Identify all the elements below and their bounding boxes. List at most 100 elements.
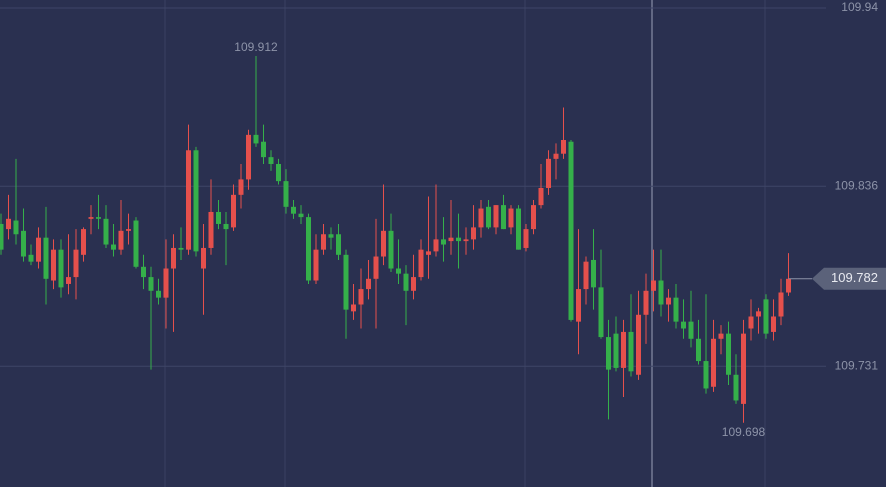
- candle-body: [688, 321, 694, 339]
- candle-body: [51, 249, 56, 281]
- candle-body: [591, 259, 596, 288]
- candle-body: [381, 230, 386, 257]
- candle-body: [726, 333, 731, 375]
- candle-body: [561, 139, 566, 154]
- max-label: 109.912: [234, 40, 278, 54]
- candle-body: [283, 181, 289, 207]
- candle-body: [643, 290, 649, 315]
- candle-body: [268, 157, 274, 164]
- candle-body: [621, 331, 626, 368]
- candle-body: [291, 206, 296, 214]
- candle-body: [583, 261, 589, 290]
- candle-body: [538, 187, 544, 206]
- candle-body: [351, 304, 356, 312]
- candle-body: [718, 333, 724, 339]
- candle-body: [328, 234, 334, 238]
- candle-body: [313, 249, 319, 281]
- candle-body: [763, 299, 769, 334]
- candle-body: [103, 218, 109, 245]
- candle-body: [711, 338, 716, 387]
- candle-body: [36, 237, 41, 262]
- candle-body: [418, 249, 424, 278]
- candle-body: [276, 163, 281, 182]
- price-tag: [812, 267, 886, 290]
- candle-body: [388, 230, 394, 269]
- candle-body: [298, 213, 304, 218]
- candle-body: [673, 297, 679, 322]
- candle-body: [336, 234, 341, 255]
- candle-body: [66, 277, 71, 284]
- candle-body: [658, 280, 664, 305]
- candle-body: [193, 150, 199, 252]
- candle-body: [208, 211, 214, 248]
- candle-body: [186, 150, 191, 250]
- candle-body: [696, 338, 701, 362]
- candle-body: [261, 141, 266, 158]
- candle-body: [373, 256, 379, 279]
- candle-body: [681, 321, 686, 329]
- candle-body: [171, 247, 176, 269]
- candle-body: [343, 254, 349, 310]
- candle-body: [703, 361, 709, 389]
- candle-body: [463, 239, 469, 242]
- candle-body: [178, 247, 184, 250]
- candle-body: [568, 141, 574, 320]
- candle-body: [733, 374, 739, 401]
- candle-body: [553, 153, 559, 159]
- candle-body: [216, 211, 221, 224]
- candle-body: [403, 273, 409, 291]
- candle-body: [628, 331, 634, 372]
- candle-body: [96, 217, 101, 219]
- candle-body: [6, 218, 11, 230]
- candle-body: [81, 229, 86, 255]
- candle-body: [771, 316, 776, 332]
- candle-body: [148, 277, 154, 291]
- candle-body: [598, 287, 604, 338]
- y-tick-label: 109.94: [841, 0, 878, 14]
- candle-body: [73, 249, 79, 278]
- candle-body: [321, 234, 326, 250]
- candle-body: [411, 277, 416, 291]
- candle-body: [13, 220, 19, 235]
- min-label: 109.698: [722, 425, 766, 439]
- candle-body: [433, 239, 439, 252]
- candle-body: [786, 278, 791, 293]
- candle-body: [441, 239, 446, 245]
- candle-body: [201, 247, 206, 269]
- candle-body: [516, 208, 521, 250]
- candle-body: [366, 278, 371, 290]
- candle-body: [606, 337, 611, 370]
- candle-body: [111, 244, 116, 250]
- candle-body: [118, 230, 124, 250]
- price-tag-label: 109.782: [831, 270, 878, 285]
- candle-body: [448, 237, 454, 242]
- candle-body: [28, 254, 34, 262]
- y-tick-label: 109.836: [835, 178, 879, 192]
- candle-body: [576, 289, 581, 322]
- candle-body: [246, 134, 251, 180]
- candle-body: [493, 205, 499, 228]
- y-tick-label: 109.731: [835, 358, 879, 372]
- candle-body: [156, 290, 161, 298]
- candle-body: [238, 179, 244, 195]
- candle-body: [0, 223, 4, 250]
- candle-body: [396, 268, 401, 274]
- candle-body: [141, 266, 146, 278]
- candle-body: [306, 217, 311, 281]
- candle-body: [358, 289, 364, 305]
- candle-body: [508, 208, 514, 228]
- candle-body: [748, 316, 754, 329]
- candle-body: [523, 229, 529, 248]
- candle-body: [223, 223, 229, 230]
- candle-body: [426, 251, 431, 255]
- candle-body: [651, 280, 656, 291]
- candle-body: [43, 237, 49, 279]
- candle-body: [636, 314, 641, 375]
- candle-body: [58, 249, 64, 288]
- candle-body: [471, 227, 476, 240]
- candle-body: [666, 297, 671, 305]
- candle-body: [756, 311, 761, 317]
- candle-body: [501, 205, 506, 230]
